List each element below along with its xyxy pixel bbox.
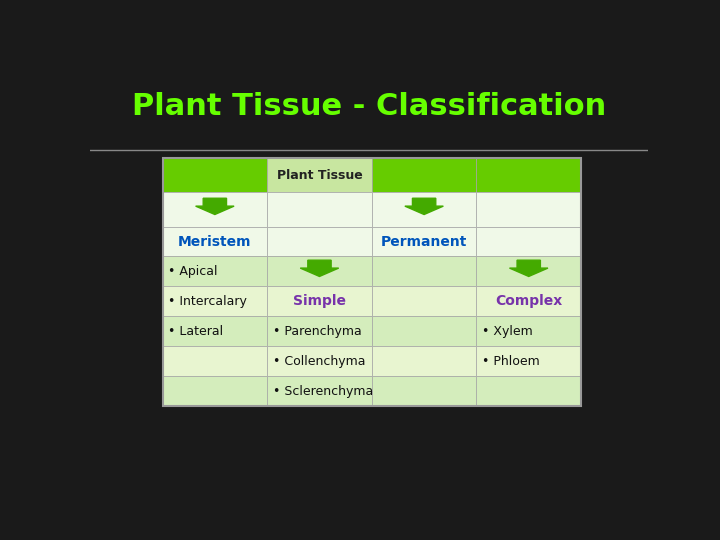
FancyBboxPatch shape (163, 192, 267, 227)
Text: • Intercalary: • Intercalary (168, 295, 247, 308)
FancyBboxPatch shape (372, 286, 477, 316)
FancyBboxPatch shape (372, 376, 477, 406)
FancyBboxPatch shape (267, 376, 372, 406)
FancyBboxPatch shape (163, 256, 267, 286)
FancyBboxPatch shape (267, 256, 372, 286)
FancyBboxPatch shape (477, 316, 581, 346)
FancyBboxPatch shape (163, 316, 267, 346)
FancyBboxPatch shape (163, 286, 267, 316)
FancyBboxPatch shape (372, 316, 477, 346)
FancyBboxPatch shape (267, 286, 372, 316)
FancyBboxPatch shape (267, 158, 372, 192)
Text: Plant Tissue - Classification: Plant Tissue - Classification (132, 92, 606, 121)
FancyBboxPatch shape (477, 346, 581, 376)
FancyBboxPatch shape (477, 286, 581, 316)
FancyBboxPatch shape (267, 192, 372, 227)
FancyBboxPatch shape (267, 346, 372, 376)
FancyBboxPatch shape (477, 158, 581, 192)
FancyBboxPatch shape (372, 256, 477, 286)
Polygon shape (405, 198, 444, 214)
Polygon shape (300, 260, 338, 276)
FancyBboxPatch shape (477, 376, 581, 406)
Text: • Lateral: • Lateral (168, 325, 223, 338)
FancyBboxPatch shape (267, 316, 372, 346)
FancyBboxPatch shape (372, 192, 477, 227)
FancyBboxPatch shape (372, 346, 477, 376)
FancyBboxPatch shape (477, 227, 581, 256)
FancyBboxPatch shape (477, 192, 581, 227)
FancyBboxPatch shape (477, 256, 581, 286)
Polygon shape (510, 260, 548, 276)
FancyBboxPatch shape (163, 158, 267, 192)
Text: • Phloem: • Phloem (482, 355, 540, 368)
Text: Complex: Complex (495, 294, 562, 308)
FancyBboxPatch shape (163, 346, 267, 376)
Text: Simple: Simple (293, 294, 346, 308)
Text: • Apical: • Apical (168, 265, 217, 278)
FancyBboxPatch shape (163, 227, 267, 256)
Text: • Parenchyma: • Parenchyma (273, 325, 361, 338)
Polygon shape (196, 198, 234, 214)
Text: • Collenchyma: • Collenchyma (273, 355, 365, 368)
Text: Permanent: Permanent (381, 234, 467, 248)
FancyBboxPatch shape (372, 158, 477, 192)
FancyBboxPatch shape (267, 227, 372, 256)
FancyBboxPatch shape (372, 227, 477, 256)
Text: • Sclerenchyma: • Sclerenchyma (273, 384, 373, 397)
Text: • Xylem: • Xylem (482, 325, 533, 338)
Text: Plant Tissue: Plant Tissue (276, 169, 362, 182)
FancyBboxPatch shape (163, 376, 267, 406)
Text: Meristem: Meristem (178, 234, 251, 248)
